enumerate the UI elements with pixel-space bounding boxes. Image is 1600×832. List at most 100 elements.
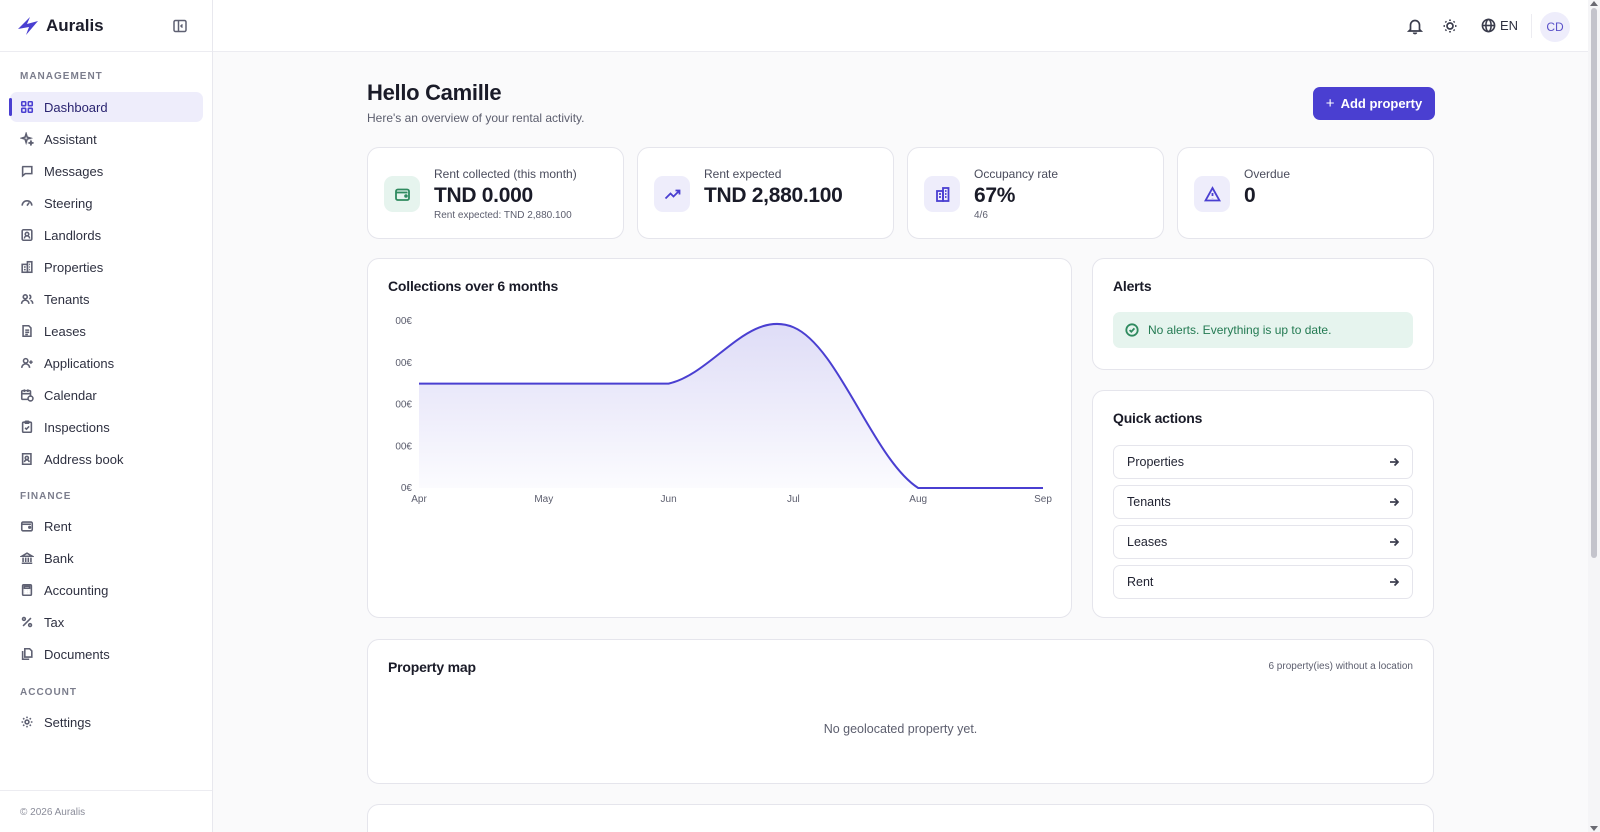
sidebar-item-landlords[interactable]: Landlords bbox=[10, 220, 203, 250]
stat-sub: 4/6 bbox=[974, 210, 988, 221]
sidebar-item-dashboard[interactable]: Dashboard bbox=[9, 92, 203, 122]
sidebar-item-tenants[interactable]: Tenants bbox=[10, 284, 203, 314]
stat-icon-badge bbox=[924, 176, 960, 212]
quick-action-properties[interactable]: Properties bbox=[1113, 445, 1413, 479]
quick-actions-card: Quick actions Properties Tenants Leases Ren… bbox=[1092, 390, 1434, 618]
brand-name: Auralis bbox=[46, 15, 104, 35]
nav-section-management: MANAGEMENT bbox=[20, 71, 103, 82]
language-switch[interactable]: EN bbox=[1481, 18, 1518, 33]
users-icon bbox=[20, 294, 34, 304]
collections-chart: 00€ 00€ 00€ 00€ 0€Apr May Jun Jul Aug Sep bbox=[395, 316, 1052, 505]
sidebar-item-label: Bank bbox=[44, 550, 74, 566]
message-icon bbox=[21, 165, 33, 178]
quick-action-rent[interactable]: Rent bbox=[1113, 565, 1413, 599]
sidebar-item-inspections[interactable]: Inspections bbox=[10, 412, 203, 442]
arrow-right-icon bbox=[1388, 496, 1400, 508]
sidebar-item-bank[interactable]: Bank bbox=[10, 543, 203, 573]
sidebar-item-label: Dashboard bbox=[44, 99, 108, 115]
sidebar-item-label: Assistant bbox=[44, 131, 97, 147]
alerts-message-text: No alerts. Everything is up to date. bbox=[1148, 323, 1332, 337]
brand: Auralis bbox=[0, 0, 212, 52]
arrow-right-icon bbox=[1388, 576, 1400, 588]
y-tick-label: 00€ bbox=[395, 441, 412, 452]
arrow-right-icon bbox=[1388, 456, 1400, 468]
sidebar-item-label: Documents bbox=[44, 646, 110, 662]
y-tick-label: 00€ bbox=[395, 400, 412, 411]
theme-sun-icon[interactable] bbox=[1441, 17, 1459, 35]
sidebar-collapse-icon[interactable] bbox=[172, 18, 188, 34]
x-tick-label: Aug bbox=[909, 494, 927, 505]
scroll-down-arrow[interactable] bbox=[1590, 826, 1598, 831]
warning-icon bbox=[1203, 185, 1221, 201]
gear-icon bbox=[21, 716, 33, 728]
sidebar-item-tax[interactable]: Tax bbox=[10, 607, 203, 637]
globe-icon bbox=[1481, 18, 1496, 33]
page-title: Hello Camille bbox=[367, 80, 502, 105]
quick-action-label: Properties bbox=[1127, 455, 1184, 469]
building-icon bbox=[935, 186, 949, 202]
stat-icon-badge bbox=[384, 176, 420, 212]
sidebar-item-label: Rent bbox=[44, 518, 72, 534]
scroll-up-arrow[interactable] bbox=[1590, 1, 1598, 6]
alerts-title: Alerts bbox=[1113, 278, 1152, 294]
sidebar-item-label: Calendar bbox=[44, 387, 97, 403]
chart-title: Collections over 6 months bbox=[388, 278, 559, 294]
sidebar-item-documents[interactable]: Documents bbox=[10, 639, 203, 669]
nav-section-account: ACCOUNT bbox=[20, 687, 77, 698]
language-label: EN bbox=[1500, 18, 1519, 33]
stat-label: Rent collected (this month) bbox=[434, 167, 577, 181]
user-avatar[interactable]: CD bbox=[1540, 12, 1570, 42]
property-map-note: 6 property(ies) without a location bbox=[1268, 661, 1413, 672]
landmark-icon bbox=[20, 552, 34, 565]
plus-icon: + bbox=[1325, 95, 1335, 112]
sidebar-item-assistant[interactable]: Assistant bbox=[10, 124, 203, 154]
quick-action-tenants[interactable]: Tenants bbox=[1113, 485, 1413, 519]
sidebar-item-address-book[interactable]: Address book bbox=[10, 444, 203, 474]
stat-card-rent-expected: Rent expected TND 2,880.100 bbox=[637, 147, 894, 239]
gauge-icon bbox=[21, 200, 33, 207]
sidebar-item-applications[interactable]: Applications bbox=[10, 348, 203, 378]
stat-card-overdue: Overdue 0 bbox=[1177, 147, 1434, 239]
sidebar-item-label: Address book bbox=[44, 451, 124, 467]
sidebar-item-properties[interactable]: Properties bbox=[10, 252, 203, 282]
sidebar-item-leases[interactable]: Leases bbox=[10, 316, 203, 346]
page-subtitle: Here's an overview of your rental activi… bbox=[367, 111, 585, 125]
stat-value: 67% bbox=[974, 184, 1016, 207]
sidebar-item-settings[interactable]: Settings bbox=[10, 707, 203, 737]
sidebar-item-label: Landlords bbox=[44, 227, 102, 243]
add-property-button[interactable]: + Add property bbox=[1313, 87, 1435, 120]
x-tick-label: Sep bbox=[1034, 494, 1052, 505]
sidebar-item-steering[interactable]: Steering bbox=[10, 188, 203, 218]
notifications-bell-icon[interactable] bbox=[1406, 17, 1424, 35]
sidebar-item-calendar[interactable]: Calendar bbox=[10, 380, 203, 410]
trend-up-icon bbox=[664, 189, 680, 199]
sidebar-item-accounting[interactable]: Accounting bbox=[10, 575, 203, 605]
y-tick-label: 00€ bbox=[395, 358, 412, 369]
sidebar-item-rent[interactable]: Rent bbox=[10, 511, 203, 541]
sidebar-item-label: Settings bbox=[44, 714, 91, 730]
next-section-card bbox=[367, 804, 1434, 832]
sparkles-icon bbox=[20, 132, 34, 146]
sidebar-item-label: Accounting bbox=[44, 582, 109, 598]
scrollbar-thumb[interactable] bbox=[1591, 8, 1597, 558]
add-property-label: Add property bbox=[1340, 96, 1423, 111]
stat-label: Occupancy rate bbox=[974, 167, 1059, 181]
quick-action-leases[interactable]: Leases bbox=[1113, 525, 1413, 559]
files-icon bbox=[21, 647, 33, 661]
calendar-clock-icon bbox=[20, 389, 34, 402]
quick-action-label: Leases bbox=[1127, 535, 1168, 549]
file-text-icon bbox=[22, 324, 32, 338]
user-plus-icon bbox=[20, 357, 33, 368]
sidebar-item-label: Leases bbox=[44, 323, 86, 339]
property-map-title: Property map bbox=[388, 659, 476, 675]
page-scrollbar[interactable] bbox=[1588, 0, 1600, 832]
x-tick-label: Jun bbox=[661, 494, 677, 505]
quick-actions-title: Quick actions bbox=[1113, 410, 1203, 426]
alerts-card: Alerts No alerts. Everything is up to da… bbox=[1092, 258, 1434, 370]
book-user-icon bbox=[21, 452, 32, 466]
sidebar-item-messages[interactable]: Messages bbox=[10, 156, 203, 186]
collections-chart-card: Collections over 6 months 00€ 00€ 00€ 00€ 0€… bbox=[367, 258, 1072, 618]
sidebar-item-label: Tax bbox=[44, 614, 65, 630]
grid-icon bbox=[20, 100, 34, 114]
sidebar-item-label: Steering bbox=[44, 195, 93, 211]
